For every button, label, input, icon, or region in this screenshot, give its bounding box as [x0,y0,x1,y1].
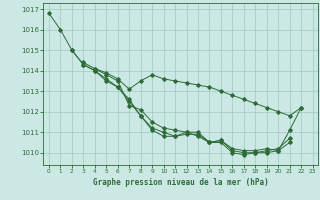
X-axis label: Graphe pression niveau de la mer (hPa): Graphe pression niveau de la mer (hPa) [93,178,269,187]
